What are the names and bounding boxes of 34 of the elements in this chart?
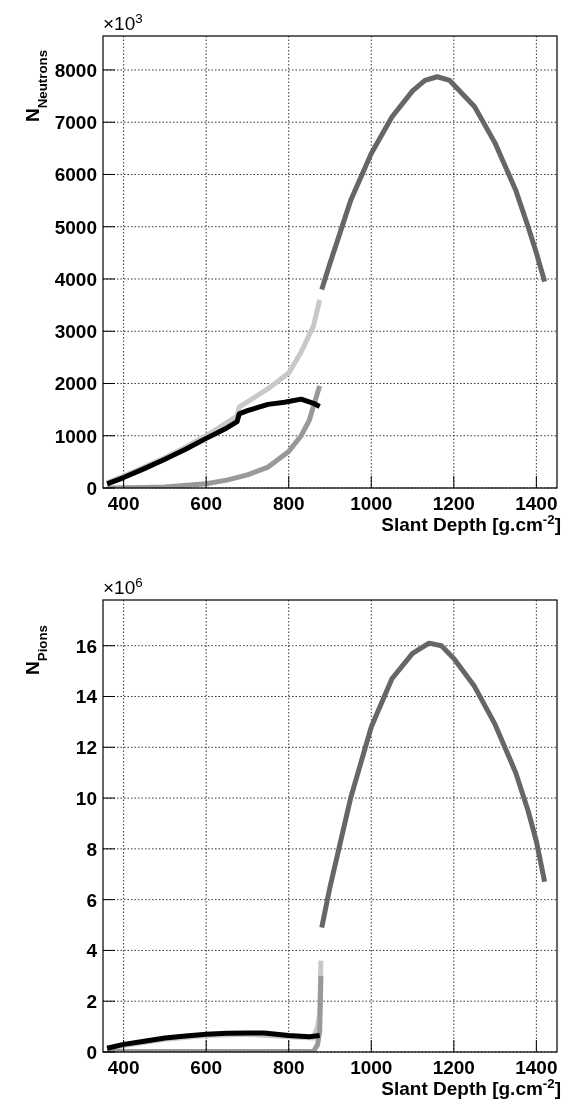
y-tick-label: 4000 bbox=[54, 268, 97, 290]
y-tick-label: 6000 bbox=[54, 164, 97, 186]
y-tick-label: 0 bbox=[86, 1042, 97, 1063]
x-tick-label: 600 bbox=[190, 493, 223, 514]
x-tick-label: 1000 bbox=[350, 493, 393, 514]
x-tick-label: 1400 bbox=[515, 1057, 558, 1078]
y-tick-label: 12 bbox=[75, 737, 97, 759]
y-tick-label: 1000 bbox=[54, 425, 97, 447]
y-tick-label: 5000 bbox=[54, 216, 97, 238]
y-tick-label: 7000 bbox=[54, 112, 97, 134]
y-tick-label: 0 bbox=[86, 478, 97, 499]
y-tick-label: 3000 bbox=[54, 321, 97, 343]
x-tick-label: 1200 bbox=[432, 493, 475, 514]
y-tick-label: 2000 bbox=[54, 373, 97, 395]
x-tick-label: 1200 bbox=[432, 1057, 475, 1078]
y-tick-label: 8000 bbox=[54, 59, 97, 81]
y-tick-label: 14 bbox=[75, 686, 98, 708]
x-axis-title: Slant Depth [g.cm$^{-2}$] bbox=[381, 511, 561, 535]
x-tick-label: 400 bbox=[107, 1057, 140, 1078]
y-tick-label: 6 bbox=[86, 889, 97, 911]
text: ×10$^{3}$ bbox=[103, 10, 143, 34]
y-tick-label: 4 bbox=[86, 940, 98, 962]
x-axis-title: Slant Depth [g.cm$^{-2}$] bbox=[381, 1075, 561, 1099]
y-tick-label: 2 bbox=[86, 991, 97, 1013]
x-tick-label: 800 bbox=[272, 493, 305, 514]
text: ×10$^{6}$ bbox=[103, 574, 143, 598]
x-tick-label: 1000 bbox=[350, 1057, 393, 1078]
x-tick-label: 600 bbox=[190, 1057, 223, 1078]
x-tick-label: 800 bbox=[272, 1057, 305, 1078]
y-tick-label: 8 bbox=[86, 838, 97, 860]
x-tick-label: 400 bbox=[107, 493, 140, 514]
y-tick-label: 16 bbox=[75, 635, 97, 657]
x-tick-label: 1400 bbox=[515, 493, 558, 514]
y-tick-label: 10 bbox=[75, 788, 97, 810]
